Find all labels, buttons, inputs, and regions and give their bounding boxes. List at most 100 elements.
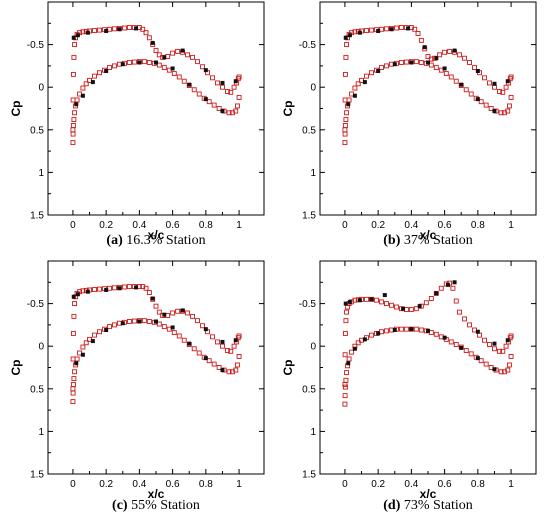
cfd-point-lower xyxy=(196,350,202,356)
cfd-point-lower xyxy=(344,110,350,116)
cfd-point-lower xyxy=(107,324,112,330)
cfd-point-lower xyxy=(156,62,162,68)
experiment-point-upper xyxy=(401,306,406,311)
experiment-point-upper xyxy=(347,33,352,38)
chart-panel-2: 0 0.2 0.4 0.6 0.8 1 -0.5 0 0.5 1 1.5 x/c Cp (c) 55% S… xyxy=(9,260,265,513)
panel-caption: (c) 55% Station xyxy=(112,498,200,513)
y-tick-label: 1 xyxy=(38,427,44,438)
chart-panel-1: 0 0.2 0.4 0.6 0.8 1 -0.5 0 0.5 1 1.5 x/c Cp (b) 37% S… xyxy=(281,1,537,248)
cfd-point-lower xyxy=(71,117,77,123)
cfd-point-lower xyxy=(97,70,102,76)
cfd-point-lower xyxy=(181,78,187,84)
experiment-point-lower xyxy=(90,339,95,344)
cfd-point-upper xyxy=(70,71,76,77)
cfd-point-upper xyxy=(352,297,358,303)
cfd-point-lower xyxy=(161,65,167,71)
cfd-point-upper xyxy=(342,352,348,358)
cfd-point-upper xyxy=(72,301,78,307)
experiment-point-upper xyxy=(492,341,497,346)
cfd-point-upper xyxy=(364,28,369,33)
experiment-point-upper xyxy=(85,289,90,294)
cfd-point-upper xyxy=(156,309,162,315)
x-axis-title: x/c xyxy=(420,228,437,242)
cfd-point-lower xyxy=(342,401,348,407)
cfd-point-lower xyxy=(355,81,361,87)
y-tick-label: 1 xyxy=(310,168,316,179)
cfd-point-lower xyxy=(453,78,459,84)
cfd-point-lower xyxy=(126,60,132,65)
experiment-point-upper xyxy=(220,339,225,344)
y-axis-title: Cp xyxy=(281,360,295,376)
x-axis-title: x/c xyxy=(420,487,437,501)
experiment-point-lower xyxy=(352,346,357,351)
y-tick-label: -0.5 xyxy=(27,40,45,51)
cfd-point-upper xyxy=(170,310,176,316)
experiment-point-lower xyxy=(120,321,125,326)
cfd-point-lower xyxy=(72,110,78,116)
x-tick-label: 0 xyxy=(342,479,348,490)
x-axis-title: x/c xyxy=(148,487,165,501)
experiment-point-lower xyxy=(154,60,158,65)
cfd-point-upper xyxy=(185,52,191,58)
cfd-point-upper xyxy=(412,26,418,32)
experiment-point-upper xyxy=(382,293,387,298)
y-tick-label: 0.5 xyxy=(302,384,316,395)
cfd-point-upper xyxy=(384,301,389,307)
x-tick-label: 0.2 xyxy=(371,479,385,490)
experiment-point-lower xyxy=(442,66,447,71)
experiment-point-lower xyxy=(442,335,447,340)
cfd-point-lower xyxy=(74,97,80,103)
cfd-point-upper xyxy=(487,342,492,347)
cfd-point-lower xyxy=(342,131,348,137)
experiment-point-lower xyxy=(187,82,192,87)
cfd-point-upper xyxy=(70,386,76,392)
cfd-point-lower xyxy=(70,131,76,137)
experiment-point-lower xyxy=(74,361,79,366)
cfd-point-lower xyxy=(418,327,424,333)
cfd-point-upper xyxy=(508,74,514,80)
experiment-point-upper xyxy=(162,312,167,317)
y-tick-label: 0.5 xyxy=(30,384,44,395)
cfd-point-upper xyxy=(126,284,132,290)
y-tick-label: 1 xyxy=(38,168,44,179)
panel-caption: (a) 16.3% Station xyxy=(106,233,205,248)
experiment-point-upper xyxy=(203,68,208,73)
cfd-point-lower xyxy=(83,81,89,87)
experiment-point-lower xyxy=(409,327,414,332)
experiment-point-lower xyxy=(492,367,497,372)
cfd-point-lower xyxy=(211,361,217,367)
x-tick-label: 0.8 xyxy=(471,220,485,231)
y-tick-label: 1.5 xyxy=(302,470,316,481)
cfd-point-lower xyxy=(346,97,352,103)
experiment-point-upper xyxy=(505,79,510,84)
cfd-point-lower xyxy=(418,60,424,65)
cfd-point-lower xyxy=(505,108,511,114)
cfd-point-lower xyxy=(468,351,474,357)
cfd-point-upper xyxy=(442,49,448,55)
cfd-point-upper xyxy=(374,297,379,303)
cfd-point-upper xyxy=(462,55,468,61)
y-tick-label: 0 xyxy=(310,342,316,353)
x-tick-label: 1 xyxy=(508,220,514,231)
x-tick-label: 0.4 xyxy=(132,479,146,490)
experiment-point-lower xyxy=(80,352,85,357)
x-tick-label: 1 xyxy=(508,479,514,490)
x-tick-label: 0 xyxy=(70,479,76,490)
caption-label: (b) xyxy=(383,233,400,248)
cfd-point-lower xyxy=(196,91,202,97)
cfd-point-upper xyxy=(231,343,237,349)
cfd-point-upper xyxy=(492,346,497,352)
cfd-point-lower xyxy=(453,342,459,347)
cfd-point-upper xyxy=(379,299,384,305)
cfd-point-upper xyxy=(80,29,86,35)
experiment-point-upper xyxy=(343,35,348,40)
cfd-point-upper xyxy=(185,310,191,316)
cfd-point-lower xyxy=(506,103,512,109)
experiment-point-lower xyxy=(154,319,158,324)
cfd-point-upper xyxy=(215,80,220,86)
experiment-point-upper xyxy=(104,28,109,33)
cfd-point-upper xyxy=(97,27,102,33)
experiment-point-upper xyxy=(357,30,362,35)
cfd-point-upper xyxy=(428,296,434,301)
cfd-point-upper xyxy=(112,26,117,32)
